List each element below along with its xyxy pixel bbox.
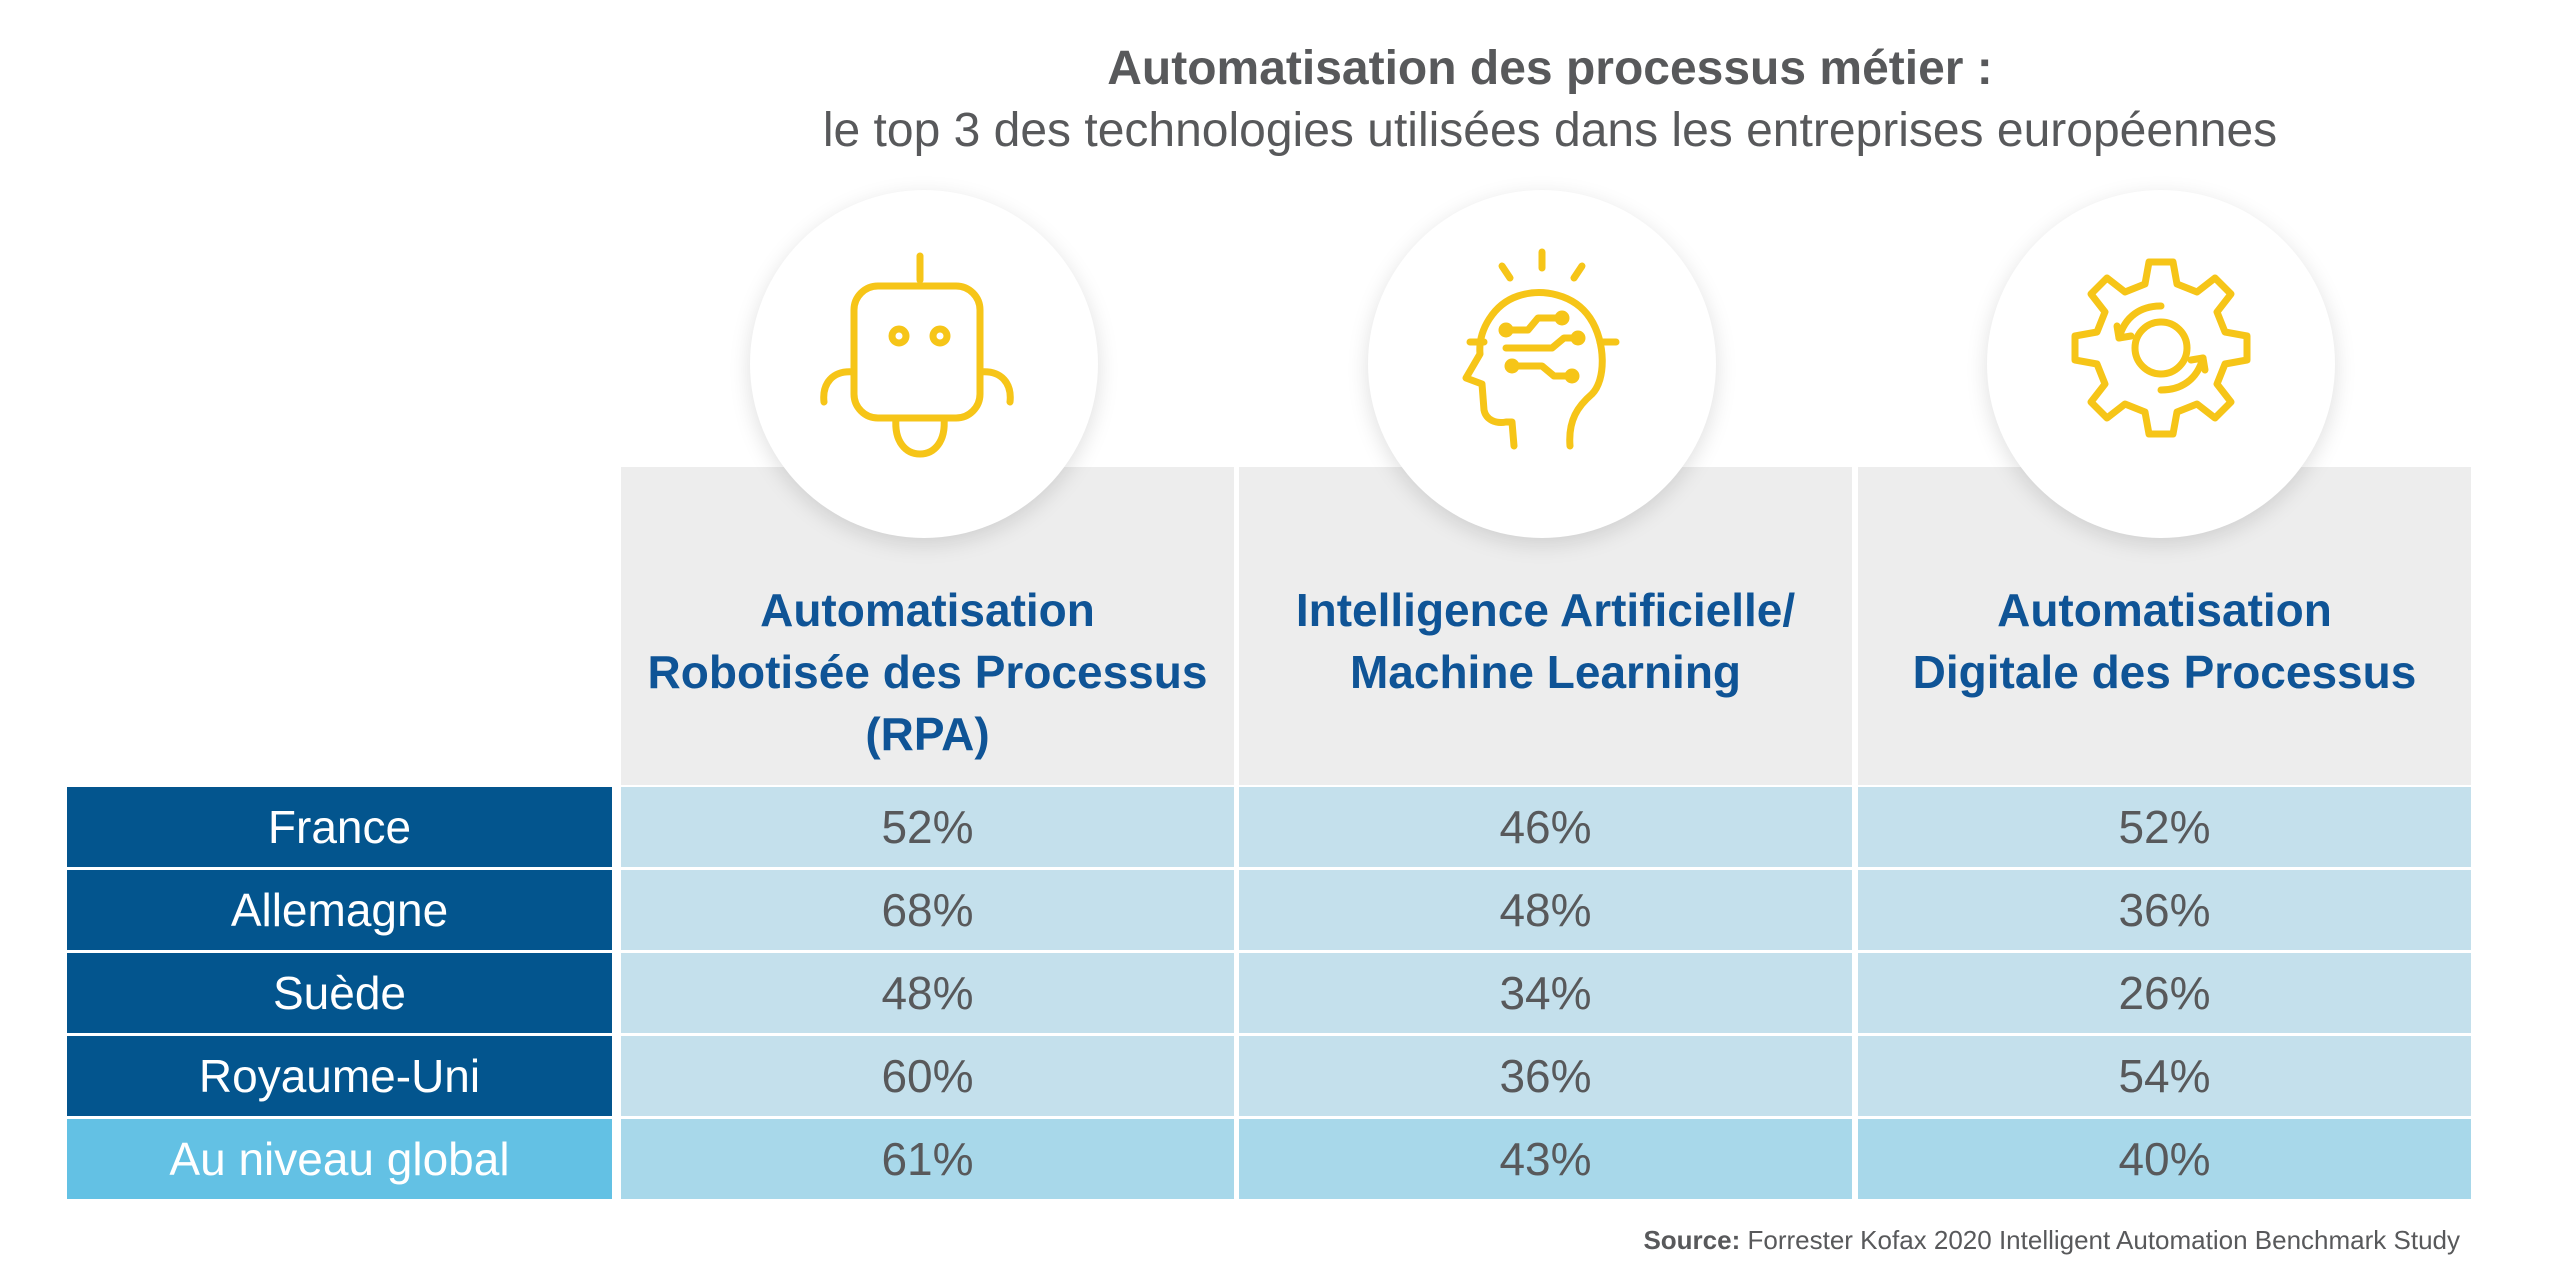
row-label-global: Au niveau global xyxy=(67,1119,612,1199)
ai-head-icon-circle xyxy=(1368,190,1716,538)
robot-icon-circle xyxy=(750,190,1098,538)
cell-global-ai: 43% xyxy=(1239,1119,1852,1199)
cell-royaume-uni-rpa: 60% xyxy=(621,1036,1234,1116)
cell-allemagne-ai: 48% xyxy=(1239,870,1852,950)
gear-cycle-icon-circle xyxy=(1987,190,2335,538)
cell-france-dpa: 52% xyxy=(1858,787,2471,867)
column-header-ai: Intelligence Artificielle/ Machine Learn… xyxy=(1239,467,1852,785)
cell-france-ai: 46% xyxy=(1239,787,1852,867)
cell-suede-rpa: 48% xyxy=(621,953,1234,1033)
source-text: Forrester Kofax 2020 Intelligent Automat… xyxy=(1740,1225,2460,1255)
cell-royaume-uni-ai: 36% xyxy=(1239,1036,1852,1116)
cell-global-rpa: 61% xyxy=(621,1119,1234,1199)
column-header-dpa: Automatisation Digitale des Processus xyxy=(1858,467,2471,785)
ai-head-icon xyxy=(1462,248,1620,450)
cell-suede-ai: 34% xyxy=(1239,953,1852,1033)
row-label-allemagne: Allemagne xyxy=(67,870,612,950)
row-label-royaume-uni: Royaume-Uni xyxy=(67,1036,612,1116)
source-label: Source: xyxy=(1643,1225,1741,1255)
cell-suede-dpa: 26% xyxy=(1858,953,2471,1033)
cell-allemagne-dpa: 36% xyxy=(1858,870,2471,950)
cell-royaume-uni-dpa: 54% xyxy=(1858,1036,2471,1116)
gear-cycle-icon xyxy=(2071,258,2251,438)
robot-icon xyxy=(820,252,1014,458)
source-note: Source: Forrester Kofax 2020 Intelligent… xyxy=(1643,1225,2460,1256)
cell-allemagne-rpa: 68% xyxy=(621,870,1234,950)
column-title-dpa: Automatisation Digitale des Processus xyxy=(1912,584,2417,698)
column-title-rpa: Automatisation Robotisée des Processus (… xyxy=(647,584,1208,760)
cell-global-dpa: 40% xyxy=(1858,1119,2471,1199)
chart-title: Automatisation des processus métier : xyxy=(1107,42,1993,95)
chart-subtitle: le top 3 des technologies utilisées dans… xyxy=(822,104,2278,157)
column-title-ai: Intelligence Artificielle/ Machine Learn… xyxy=(1295,584,1796,698)
chart-title-block: Automatisation des processus métier : le… xyxy=(600,38,2500,162)
row-label-suede: Suède xyxy=(67,953,612,1033)
row-label-france: France xyxy=(67,787,612,867)
cell-france-rpa: 52% xyxy=(621,787,1234,867)
